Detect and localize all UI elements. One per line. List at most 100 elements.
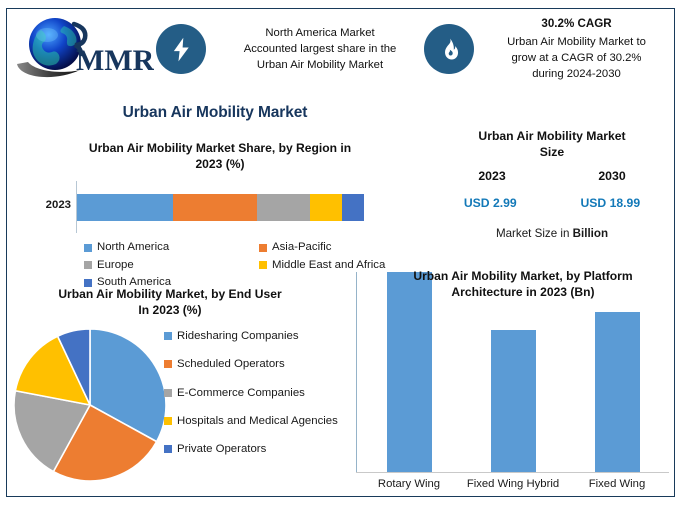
market-size-title-line1: Urban Air Mobility Market xyxy=(478,129,626,143)
highlight-cagr: 30.2% CAGR Urban Air Mobility Market to … xyxy=(424,12,669,86)
legend-swatch-icon xyxy=(164,416,172,425)
pie-slice xyxy=(56,328,91,406)
end-user-legend-label: Ridesharing Companies xyxy=(177,330,299,343)
legend-swatch-icon xyxy=(84,243,92,252)
platform-plot: Rotary Wing Fixed Wing Hybrid Fixed Wing xyxy=(346,272,671,490)
mmr-globe-logo: MMR xyxy=(8,12,156,86)
platform-y-axis xyxy=(356,272,357,472)
market-size-value-2023: USD 2.99 xyxy=(463,196,517,211)
region-share-title-line1: Urban Air Mobility Market Share, by Regi… xyxy=(88,141,352,155)
market-size-values: USD 2.99 USD 18.99 xyxy=(432,196,672,210)
region-legend-label: South America xyxy=(97,276,172,289)
end-user-legend: Ridesharing Companies Scheduled Operators… xyxy=(164,329,364,456)
end-user-legend-label: Hospitals and Medical Agencies xyxy=(177,414,338,427)
end-user-chart: Urban Air Mobility Market, by End User I… xyxy=(6,286,346,485)
region-segment xyxy=(77,194,174,222)
page-title: Urban Air Mobility Market xyxy=(122,104,308,121)
platform-architecture-title: Urban Air Mobility Market, by Platform A… xyxy=(378,268,668,300)
market-size-year-2030: 2030 xyxy=(598,169,626,184)
lightning-bolt-icon xyxy=(156,24,206,74)
platform-title-line2: Architecture in 2023 (Bn) xyxy=(451,285,595,300)
market-size-title-line2: Size xyxy=(539,145,565,160)
highlight-north-america: North America Market Accounted largest s… xyxy=(156,12,424,86)
legend-swatch-icon xyxy=(164,332,172,341)
platform-bar xyxy=(490,330,536,472)
end-user-legend-item: Scheduled Operators xyxy=(164,357,364,372)
platform-x-label: Fixed Wing Hybrid xyxy=(466,478,560,490)
region-share-axis xyxy=(76,181,77,234)
flame-icon xyxy=(424,24,474,74)
header: MMR North America Market Accounted large… xyxy=(8,10,673,88)
platform-title-line1: Urban Air Mobility Market, by Platform xyxy=(413,269,633,283)
region-legend-item: Europe xyxy=(84,257,259,274)
platform-bars xyxy=(357,272,669,472)
region-share-legend: North America Asia-Pacific Europe Middle Ea… xyxy=(84,239,414,291)
logo-svg: MMR xyxy=(17,18,154,78)
platform-x-labels: Rotary Wing Fixed Wing Hybrid Fixed Wing xyxy=(357,478,669,490)
region-segment xyxy=(173,194,258,222)
market-size-title: Urban Air Mobility Market Size xyxy=(432,128,672,160)
region-legend-label: Middle East and Africa xyxy=(272,258,386,271)
highlight-line: grow at a CAGR of 30.2% xyxy=(511,51,642,64)
market-size-footnote-unit: Billion xyxy=(572,227,609,241)
region-share-title: Urban Air Mobility Market Share, by Regi… xyxy=(40,140,400,172)
highlight-line: Urban Air Mobility Market to xyxy=(507,35,646,48)
pie-slice xyxy=(89,328,167,444)
pie-slice xyxy=(14,335,92,407)
end-user-legend-label: Private Operators xyxy=(177,442,267,455)
legend-swatch-icon xyxy=(164,360,172,369)
end-user-legend-item: E-Commerce Companies xyxy=(164,386,364,401)
end-user-plot: Ridesharing Companies Scheduled Operators… xyxy=(6,325,346,485)
region-legend-label: Asia-Pacific xyxy=(272,241,332,254)
end-user-legend-label: Scheduled Operators xyxy=(177,358,285,371)
pie-slice xyxy=(13,390,92,474)
end-user-legend-label: E-Commerce Companies xyxy=(177,386,305,399)
region-legend-label: Europe xyxy=(97,258,134,271)
highlight-line: Urban Air Mobility Market xyxy=(256,59,384,72)
highlight-line: during 2024-2030 xyxy=(532,67,621,80)
end-user-legend-item: Hospitals and Medical Agencies xyxy=(164,414,364,429)
logo-text: MMR xyxy=(76,44,154,77)
highlight-cagr-text: 30.2% CAGR Urban Air Mobility Market to … xyxy=(484,16,669,82)
market-size-panel: Urban Air Mobility Market Size 2023 2030… xyxy=(432,128,672,240)
market-size-value-2030: USD 18.99 xyxy=(580,196,641,211)
legend-swatch-icon xyxy=(164,444,172,453)
legend-swatch-icon xyxy=(84,278,92,287)
market-size-years: 2023 2030 xyxy=(432,169,672,183)
outer-frame xyxy=(6,8,675,497)
pie-slice xyxy=(52,404,158,483)
region-share-plot: 2023 xyxy=(28,181,413,234)
platform-x-label: Fixed Wing xyxy=(588,478,646,490)
region-segment xyxy=(310,194,343,222)
highlight-north-america-text: North America Market Accounted largest s… xyxy=(216,25,424,73)
highlight-line: Accounted largest share in the xyxy=(243,42,397,55)
end-user-title: Urban Air Mobility Market, by End User I… xyxy=(20,286,320,318)
end-user-pie xyxy=(13,328,167,483)
region-share-title-line2: 2023 (%) xyxy=(195,157,245,172)
legend-swatch-icon xyxy=(164,388,172,397)
region-segment xyxy=(342,194,364,222)
legend-swatch-icon xyxy=(259,261,267,270)
region-share-bar xyxy=(77,194,364,222)
platform-bar-column xyxy=(357,272,461,472)
platform-bar-column xyxy=(461,272,565,472)
legend-swatch-icon xyxy=(84,261,92,270)
region-share-row-label: 2023 xyxy=(45,199,71,212)
platform-bar xyxy=(386,272,432,472)
platform-x-label: Rotary Wing xyxy=(377,478,441,490)
market-size-year-2023: 2023 xyxy=(478,169,506,184)
region-legend-item: Asia-Pacific xyxy=(259,239,434,256)
region-share-chart: Urban Air Mobility Market Share, by Regi… xyxy=(28,140,413,291)
region-segment xyxy=(257,194,311,222)
end-user-legend-item: Ridesharing Companies xyxy=(164,329,364,344)
region-legend-item: South America xyxy=(84,274,259,291)
cagr-headline: 30.2% CAGR xyxy=(541,17,612,31)
region-legend-label: North America xyxy=(97,241,170,254)
region-legend-item: North America xyxy=(84,239,259,256)
end-user-title-line2: In 2023 (%) xyxy=(138,303,202,318)
end-user-title-line1: Urban Air Mobility Market, by End User xyxy=(58,287,282,301)
platform-bar-column xyxy=(565,272,669,472)
highlight-line: North America Market xyxy=(265,26,375,39)
legend-swatch-icon xyxy=(259,243,267,252)
